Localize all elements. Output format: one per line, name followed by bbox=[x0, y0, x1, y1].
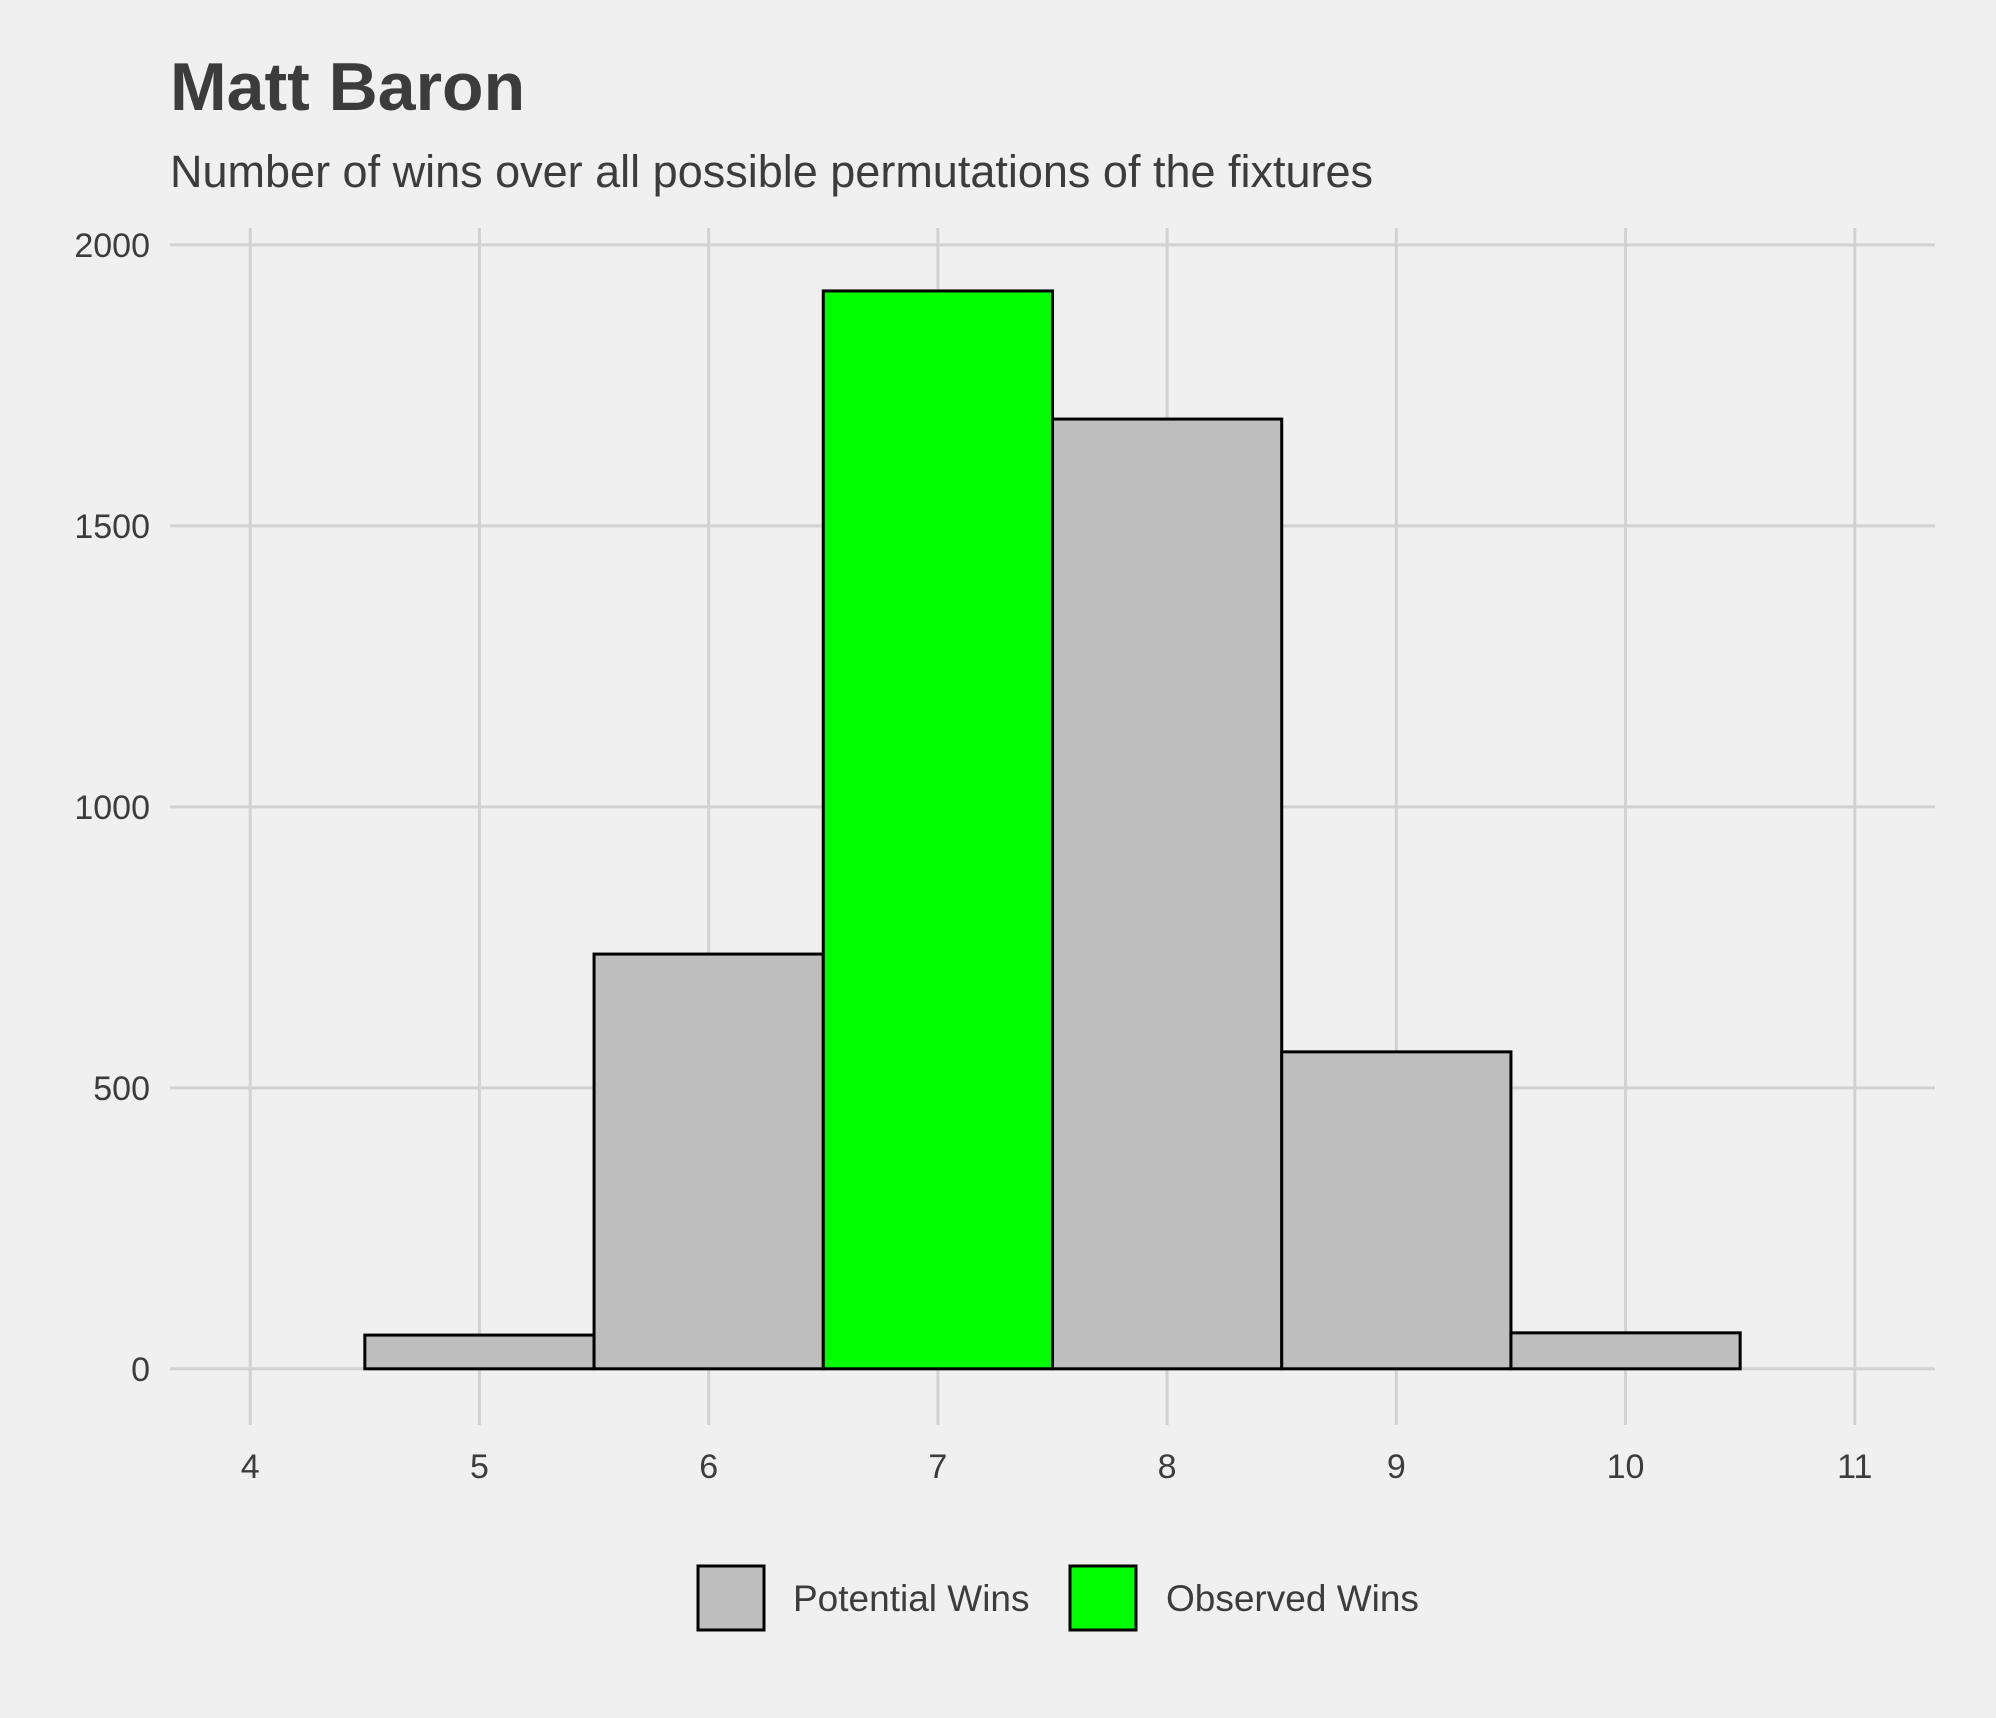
bar-8-wins bbox=[1051, 417, 1284, 1371]
bar-5-wins bbox=[363, 1333, 596, 1371]
bar-7-wins bbox=[821, 289, 1055, 1371]
x-tick-label-6: 6 bbox=[699, 1448, 718, 1486]
legend-label-1: Observed Wins bbox=[1166, 1578, 1419, 1619]
x-tick-label-7: 7 bbox=[928, 1448, 947, 1486]
y-tick-label-0: 0 bbox=[131, 1351, 150, 1389]
y-tick-label-1000: 1000 bbox=[74, 789, 150, 827]
bar-10-wins bbox=[1509, 1331, 1742, 1371]
legend-key-1 bbox=[1068, 1564, 1138, 1632]
chart-subtitle: Number of wins over all possible permuta… bbox=[170, 146, 1374, 197]
y-tick-label-2000: 2000 bbox=[74, 227, 150, 265]
y-tick-label-1500: 1500 bbox=[74, 508, 150, 546]
x-tick-label-5: 5 bbox=[470, 1448, 489, 1486]
legend: Potential Wins Observed Wins bbox=[696, 1564, 1419, 1632]
y-axis-tick-labels: 0 500 1000 1500 2000 bbox=[74, 227, 150, 1389]
x-tick-label-4: 4 bbox=[241, 1448, 260, 1486]
x-tick-label-8: 8 bbox=[1158, 1448, 1177, 1486]
legend-key-0 bbox=[696, 1564, 766, 1632]
bar-6-wins bbox=[592, 952, 825, 1371]
chart-title: Matt Baron bbox=[170, 49, 526, 125]
bars bbox=[363, 289, 1742, 1371]
x-tick-label-11: 11 bbox=[1837, 1448, 1872, 1486]
bar-9-wins bbox=[1280, 1050, 1513, 1371]
legend-label-0: Potential Wins bbox=[793, 1578, 1030, 1619]
x-tick-label-10: 10 bbox=[1607, 1448, 1645, 1486]
x-axis-tick-labels: 4 5 6 7 8 9 10 11 bbox=[241, 1448, 1873, 1486]
y-tick-label-500: 500 bbox=[93, 1070, 150, 1108]
x-tick-label-9: 9 bbox=[1387, 1448, 1406, 1486]
